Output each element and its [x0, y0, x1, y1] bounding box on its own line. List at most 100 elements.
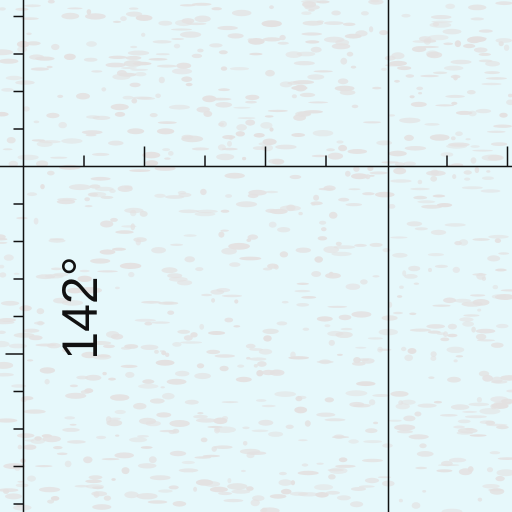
ice-speck	[477, 339, 495, 342]
ice-speck	[328, 339, 335, 346]
ice-speck	[202, 95, 217, 103]
ice-speck	[500, 289, 512, 292]
ice-speck	[148, 456, 157, 464]
ice-speck	[246, 356, 251, 360]
ice-speck	[422, 490, 427, 493]
ice-speck	[34, 436, 42, 441]
ice-speck	[85, 13, 106, 20]
ice-speck	[394, 162, 405, 167]
ice-speck	[211, 298, 216, 303]
ice-speck	[464, 415, 487, 419]
ice-speck	[49, 238, 64, 241]
ice-speck	[403, 415, 416, 422]
ice-speck	[432, 304, 451, 307]
ice-speck	[62, 427, 80, 432]
ice-speck	[252, 146, 266, 151]
ice-speck	[194, 15, 211, 23]
ice-speck	[79, 269, 90, 273]
ice-speck	[397, 430, 413, 434]
ice-speck	[37, 320, 44, 326]
ice-speck	[154, 166, 176, 171]
ice-speck	[490, 396, 509, 403]
ice-speck	[427, 253, 444, 257]
ice-speck	[317, 236, 328, 241]
ice-speck	[334, 85, 355, 92]
ice-speck	[15, 483, 29, 488]
ice-speck	[486, 130, 506, 133]
ice-speck	[448, 142, 470, 147]
ice-speck	[441, 460, 453, 467]
ice-speck	[128, 271, 135, 278]
ice-speck	[289, 174, 302, 180]
ice-speck	[482, 176, 494, 180]
ice-speck	[199, 323, 205, 330]
ice-speck	[402, 270, 407, 277]
ice-speck	[85, 374, 102, 381]
ice-speck	[185, 82, 193, 87]
ice-speck	[157, 121, 177, 124]
ice-speck	[239, 256, 262, 261]
ice-speck	[16, 504, 23, 508]
ice-speck	[6, 137, 16, 144]
ice-speck	[85, 133, 97, 137]
ice-speck	[115, 230, 134, 234]
ice-speck	[339, 89, 356, 96]
ice-speck	[491, 342, 504, 348]
ice-speck	[162, 148, 171, 152]
ice-speck	[173, 43, 181, 49]
ice-speck	[151, 321, 170, 324]
ice-speck	[440, 337, 450, 342]
ice-speck	[466, 90, 476, 95]
ice-speck	[490, 142, 508, 147]
ice-speck	[133, 402, 147, 410]
ice-speck	[414, 227, 428, 231]
ice-speck	[494, 238, 502, 243]
ice-speck	[59, 164, 81, 170]
ice-speck	[413, 282, 420, 285]
ice-speck	[350, 65, 357, 69]
ice-speck	[434, 264, 448, 268]
ice-speck	[167, 310, 175, 315]
ice-speck	[430, 356, 437, 361]
ice-speck	[140, 446, 153, 449]
ice-speck	[56, 199, 76, 205]
ice-speck	[443, 297, 457, 304]
ice-speck	[172, 501, 187, 507]
ice-speck	[325, 490, 340, 495]
ice-speck	[449, 457, 467, 463]
ice-speck	[279, 34, 286, 41]
ice-speck	[268, 158, 284, 164]
ice-speck	[245, 94, 260, 101]
ice-speck	[298, 439, 308, 442]
ice-speck	[368, 26, 374, 33]
ice-speck	[404, 146, 427, 151]
ice-speck	[430, 175, 438, 182]
ice-speck	[50, 267, 62, 271]
ice-speck	[273, 265, 279, 270]
ice-speck	[141, 300, 162, 304]
ice-speck	[0, 7, 6, 11]
ice-speck	[327, 152, 344, 160]
ice-speck	[186, 22, 207, 26]
ice-speck	[363, 440, 383, 444]
ice-speck	[24, 4, 41, 8]
ice-speck	[90, 258, 111, 264]
ice-speck	[135, 14, 153, 21]
ice-speck	[184, 399, 199, 405]
ice-speck	[233, 325, 241, 328]
ice-speck	[296, 303, 310, 307]
ice-speck	[472, 149, 493, 152]
graticule-ticks	[5, 15, 509, 505]
ice-speck	[8, 343, 27, 349]
ice-speck	[86, 115, 100, 119]
ice-speck	[296, 282, 309, 285]
ice-speck	[450, 74, 461, 79]
ice-speck	[453, 359, 458, 363]
ice-speck	[279, 251, 289, 258]
ice-speck	[410, 187, 430, 191]
ice-speck	[176, 62, 192, 69]
ice-speck	[110, 217, 118, 222]
ice-speck	[127, 50, 150, 56]
ice-speck	[365, 428, 378, 434]
